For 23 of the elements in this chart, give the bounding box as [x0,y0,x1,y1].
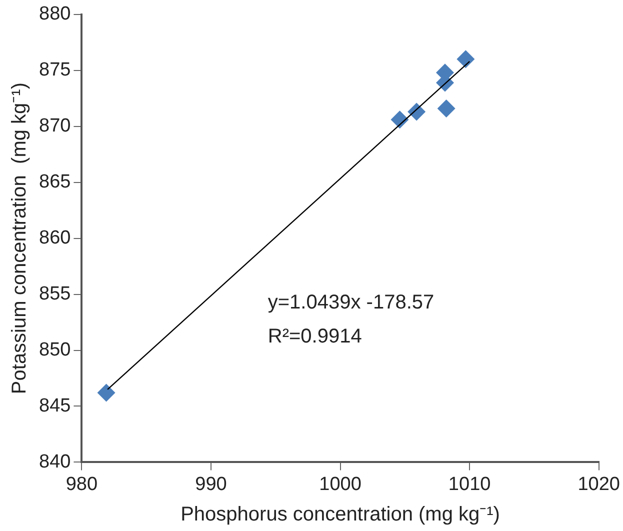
y-axis-title: Potassium concentration (mg kg⁻¹) [8,82,31,394]
y-tick-label: 860 [39,228,71,249]
point [456,50,475,68]
x-tick-label: 1000 [319,474,362,495]
x-tick-label: 1010 [448,474,491,495]
y-tick-label: 880 [39,4,71,25]
y-tick-label: 850 [39,339,71,360]
point [97,384,116,402]
y-tick-label: 870 [39,116,71,137]
x-axis-title: Phosphorus concentration (mg kg⁻¹) [180,504,500,526]
point [390,110,409,129]
annotation: R²=0.9914 [268,326,362,348]
point [408,102,426,121]
point [437,99,456,118]
y-tick-label: 865 [39,172,71,193]
y-tick-label: 875 [39,60,71,81]
y-tick-label: 840 [39,451,71,472]
x-tick-label: 990 [195,474,227,495]
x-tick-label: 1020 [578,474,620,495]
y-tick-label: 845 [39,395,71,416]
x-tick-label: 980 [66,474,98,495]
annotation: y=1.0439x -178.57 [268,292,434,314]
y-tick-label: 855 [39,284,71,305]
